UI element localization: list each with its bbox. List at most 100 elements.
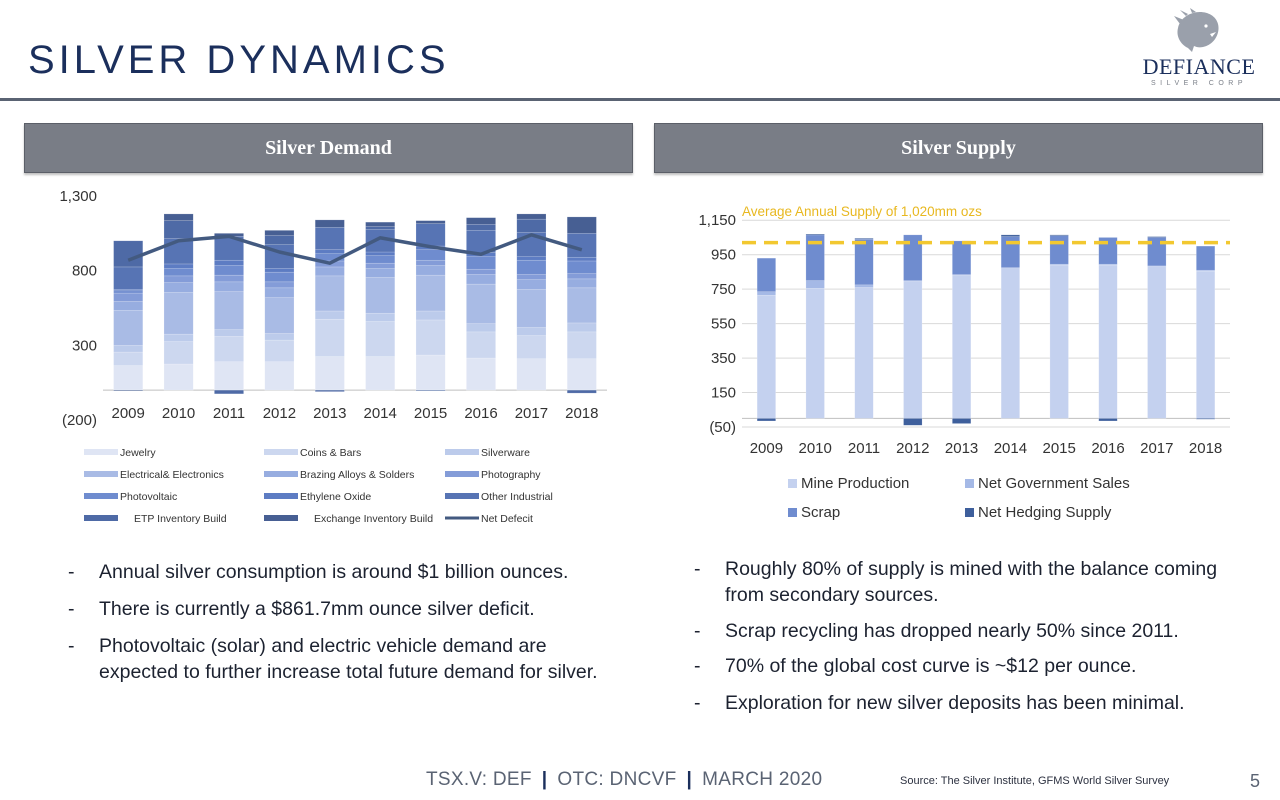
otc-ticker: OTC: DNCVF bbox=[557, 769, 677, 790]
bullet-text: Annual silver consumption is around $1 b… bbox=[99, 561, 569, 583]
bar-segment bbox=[466, 331, 496, 359]
legend-label: Silverware bbox=[481, 447, 530, 459]
bullet-text: Photovoltaic (solar) and electric vehicl… bbox=[99, 635, 598, 683]
x-tick-label: 2012 bbox=[896, 440, 929, 457]
bar-segment bbox=[214, 361, 244, 391]
y-tick-label: 150 bbox=[711, 385, 736, 402]
legend-swatch bbox=[264, 515, 298, 521]
bar-segment bbox=[264, 281, 295, 289]
bar-segment bbox=[365, 356, 396, 391]
bar-segment bbox=[415, 389, 446, 392]
bar-segment bbox=[854, 238, 874, 286]
y-tick-label: (200) bbox=[62, 412, 97, 429]
y-tick-label: (50) bbox=[709, 419, 736, 436]
bar-segment bbox=[854, 238, 874, 240]
bar-segment bbox=[264, 339, 295, 363]
bar-segment bbox=[113, 240, 144, 268]
bar-segment bbox=[365, 312, 396, 322]
x-tick-label: 2012 bbox=[263, 405, 296, 422]
bar-segment bbox=[756, 257, 776, 292]
bullet-dash: - bbox=[68, 561, 75, 583]
bullet-item: - Roughly 80% of supply is mined with the… bbox=[694, 556, 1254, 608]
bar-segment bbox=[314, 227, 345, 251]
bar-segment bbox=[566, 389, 597, 394]
bar-segment bbox=[566, 358, 597, 391]
logo-wordmark: DEFIANCE bbox=[1142, 54, 1256, 79]
bar-segment bbox=[516, 335, 547, 360]
legend-swatch bbox=[264, 471, 298, 477]
legend-swatch bbox=[788, 479, 797, 488]
bar-segment bbox=[113, 266, 144, 290]
bar-segment bbox=[264, 333, 295, 341]
source-note: Source: The Silver Institute, GFMS World… bbox=[900, 775, 1170, 787]
y-tick-label: 1,300 bbox=[59, 188, 97, 205]
bar-segment bbox=[264, 271, 295, 283]
bar-segment bbox=[314, 275, 345, 312]
page-number: 5 bbox=[1250, 771, 1261, 791]
x-tick-label: 2016 bbox=[464, 405, 497, 422]
bar-segment bbox=[163, 263, 194, 269]
y-tick-label: 950 bbox=[711, 247, 736, 264]
x-tick-label: 2018 bbox=[1189, 440, 1222, 457]
bar-segment bbox=[264, 297, 295, 334]
legend-label: Photovoltaic bbox=[120, 491, 177, 503]
x-tick-label: 2013 bbox=[313, 405, 346, 422]
tsx-ticker: TSX.V: DEF bbox=[426, 769, 532, 790]
bar-segment bbox=[113, 365, 144, 391]
bullet-item: - Photovoltaic (solar) and electric vehic… bbox=[68, 633, 628, 685]
bar-segment bbox=[314, 389, 345, 392]
legend-swatch bbox=[84, 493, 118, 499]
bullet-dash: - bbox=[694, 655, 701, 677]
demand-chart: (200) 300 800 1,300 2009 2010 2011 2012 2013 2014… bbox=[59, 188, 607, 525]
bar-segment bbox=[214, 291, 244, 330]
supply-bullets: - Roughly 80% of supply is mined with the… bbox=[694, 556, 1254, 716]
bar-segment bbox=[805, 288, 825, 419]
bar-segment bbox=[214, 329, 244, 337]
x-tick-label: 2017 bbox=[515, 405, 548, 422]
bar-segment bbox=[1147, 237, 1167, 267]
bar-segment bbox=[113, 345, 144, 353]
bar-segment bbox=[854, 284, 874, 288]
legend-label: Ethylene Oxide bbox=[300, 491, 371, 503]
bar-segment bbox=[516, 279, 547, 290]
bar-segment bbox=[163, 341, 194, 365]
x-tick-label: 2009 bbox=[750, 440, 783, 457]
footer-separator: | bbox=[541, 769, 548, 790]
bar-segment bbox=[365, 255, 396, 264]
bar-segment bbox=[264, 235, 295, 245]
bar-segment bbox=[163, 292, 194, 335]
bar-segment bbox=[466, 224, 496, 231]
x-tick-label: 2011 bbox=[848, 440, 880, 457]
bar-segment bbox=[163, 220, 194, 239]
bar-segment bbox=[163, 213, 194, 221]
y-tick-label: 1,150 bbox=[698, 212, 736, 229]
bullet-item: - 70% of the global cost curve is ~$12 pe… bbox=[694, 653, 1254, 679]
bar-segment bbox=[365, 262, 396, 269]
bullet-dash: - bbox=[694, 692, 701, 714]
bar-segment bbox=[415, 319, 446, 356]
bar-segment bbox=[113, 389, 144, 392]
bullet-text: Exploration for new silver deposits has … bbox=[725, 692, 1185, 714]
bar-segment bbox=[566, 278, 597, 289]
bullet-item: - There is currently a $861.7mm ounce sil… bbox=[68, 596, 628, 622]
x-tick-label: 2016 bbox=[1091, 440, 1124, 457]
legend-swatch bbox=[264, 449, 298, 455]
bar-segment bbox=[516, 218, 547, 233]
bullet-text: 70% of the global cost curve is ~$12 per… bbox=[725, 655, 1137, 677]
bar-segment bbox=[566, 322, 597, 333]
bar-segment bbox=[566, 216, 597, 234]
bullet-dash: - bbox=[68, 598, 75, 620]
legend-swatch bbox=[965, 508, 974, 517]
bar-segment bbox=[415, 259, 446, 266]
bar-segment bbox=[466, 268, 496, 275]
bar-segment bbox=[163, 333, 194, 342]
bar-segment bbox=[264, 268, 295, 273]
bar-segment bbox=[566, 287, 597, 324]
bar-segment bbox=[903, 281, 923, 419]
bar-segment bbox=[1098, 418, 1118, 422]
x-tick-label: 2015 bbox=[414, 405, 447, 422]
bar-segment bbox=[952, 275, 972, 419]
bar-segment bbox=[516, 358, 547, 391]
bar-segment bbox=[314, 310, 345, 320]
y-tick-label: 350 bbox=[711, 350, 736, 367]
